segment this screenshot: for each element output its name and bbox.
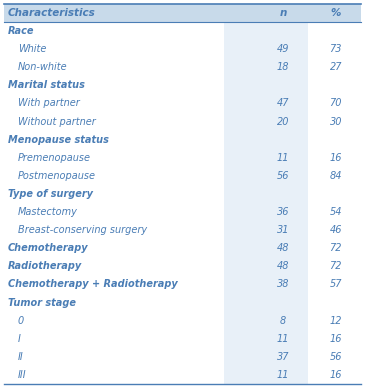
- Text: 49: 49: [277, 44, 289, 54]
- Bar: [224, 40, 308, 58]
- Text: 16: 16: [330, 370, 342, 380]
- Text: Postmenopause: Postmenopause: [18, 171, 96, 181]
- Text: Race: Race: [8, 26, 35, 36]
- Bar: [4, 4, 361, 22]
- Text: Breast-conserving surgery: Breast-conserving surgery: [18, 225, 147, 235]
- Text: 16: 16: [330, 334, 342, 344]
- Text: With partner: With partner: [18, 99, 80, 109]
- Text: Non-white: Non-white: [18, 62, 68, 72]
- Text: 38: 38: [277, 279, 289, 289]
- Text: Menopause status: Menopause status: [8, 135, 109, 145]
- Text: 84: 84: [330, 171, 342, 181]
- Bar: [224, 221, 308, 239]
- Text: 57: 57: [330, 279, 342, 289]
- Text: Without partner: Without partner: [18, 116, 96, 126]
- Bar: [224, 312, 308, 330]
- Bar: [224, 257, 308, 275]
- Bar: [224, 366, 308, 384]
- Text: 11: 11: [277, 370, 289, 380]
- Bar: [224, 94, 308, 113]
- Text: 56: 56: [277, 171, 289, 181]
- Bar: [224, 113, 308, 131]
- Text: 11: 11: [277, 153, 289, 163]
- Bar: [224, 275, 308, 293]
- Text: 56: 56: [330, 352, 342, 362]
- Bar: [224, 293, 308, 312]
- Text: 48: 48: [277, 243, 289, 253]
- Text: Chemotherapy: Chemotherapy: [8, 243, 89, 253]
- Text: 48: 48: [277, 262, 289, 271]
- Text: 73: 73: [330, 44, 342, 54]
- Bar: [224, 239, 308, 257]
- Text: Radiotherapy: Radiotherapy: [8, 262, 82, 271]
- Text: 70: 70: [330, 99, 342, 109]
- Text: 37: 37: [277, 352, 289, 362]
- Text: Chemotherapy + Radiotherapy: Chemotherapy + Radiotherapy: [8, 279, 178, 289]
- Text: 20: 20: [277, 116, 289, 126]
- Text: 46: 46: [330, 225, 342, 235]
- Bar: [224, 131, 308, 149]
- Bar: [224, 203, 308, 221]
- Bar: [224, 22, 308, 40]
- Text: n: n: [279, 8, 287, 18]
- Text: 54: 54: [330, 207, 342, 217]
- Text: 8: 8: [280, 316, 286, 326]
- Text: White: White: [18, 44, 46, 54]
- Text: 27: 27: [330, 62, 342, 72]
- Text: 72: 72: [330, 243, 342, 253]
- Text: 36: 36: [277, 207, 289, 217]
- Bar: [224, 76, 308, 94]
- Text: 18: 18: [277, 62, 289, 72]
- Text: 30: 30: [330, 116, 342, 126]
- Bar: [224, 58, 308, 76]
- Text: %: %: [331, 8, 341, 18]
- Text: I: I: [18, 334, 21, 344]
- Bar: [224, 330, 308, 348]
- Text: 31: 31: [277, 225, 289, 235]
- Text: Type of surgery: Type of surgery: [8, 189, 93, 199]
- Bar: [224, 185, 308, 203]
- Text: 72: 72: [330, 262, 342, 271]
- Bar: [224, 149, 308, 167]
- Text: 16: 16: [330, 153, 342, 163]
- Text: Premenopause: Premenopause: [18, 153, 91, 163]
- Text: 11: 11: [277, 334, 289, 344]
- Text: Mastectomy: Mastectomy: [18, 207, 78, 217]
- Text: Tumor stage: Tumor stage: [8, 298, 76, 308]
- Bar: [224, 348, 308, 366]
- Text: 12: 12: [330, 316, 342, 326]
- Text: III: III: [18, 370, 27, 380]
- Text: Characteristics: Characteristics: [8, 8, 96, 18]
- Bar: [224, 167, 308, 185]
- Text: II: II: [18, 352, 24, 362]
- Text: 47: 47: [277, 99, 289, 109]
- Text: Marital status: Marital status: [8, 80, 85, 90]
- Text: 0: 0: [18, 316, 24, 326]
